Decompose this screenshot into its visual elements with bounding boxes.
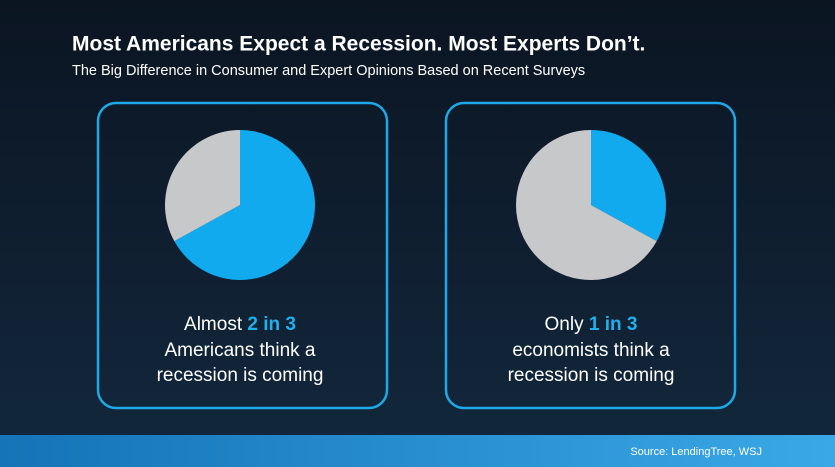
- subtitle: The Big Difference in Consumer and Exper…: [72, 63, 585, 79]
- caption-line: Only 1 in 3: [545, 314, 638, 335]
- caption-highlight: 1 in 3: [589, 314, 638, 335]
- footer-bar: [0, 435, 835, 467]
- caption-prefix: Almost: [184, 314, 243, 335]
- caption-highlight: 2 in 3: [247, 314, 296, 335]
- title: Most Americans Expect a Recession. Most …: [72, 33, 645, 56]
- caption-line: economists think a: [512, 340, 670, 361]
- card: [444, 101, 737, 410]
- pie-slice: [516, 130, 657, 281]
- source: Source: LendingTree, WSJ: [630, 446, 762, 458]
- caption-line: recession is coming: [157, 365, 324, 386]
- card: [96, 101, 389, 410]
- pie-slice: [164, 130, 240, 242]
- caption-line: Americans think a: [164, 340, 315, 361]
- caption-line: Almost 2 in 3: [184, 314, 296, 335]
- pie-slice: [591, 130, 666, 242]
- pie-slice: [174, 130, 315, 280]
- caption-prefix: Only: [545, 314, 585, 335]
- caption-line: recession is coming: [508, 365, 675, 386]
